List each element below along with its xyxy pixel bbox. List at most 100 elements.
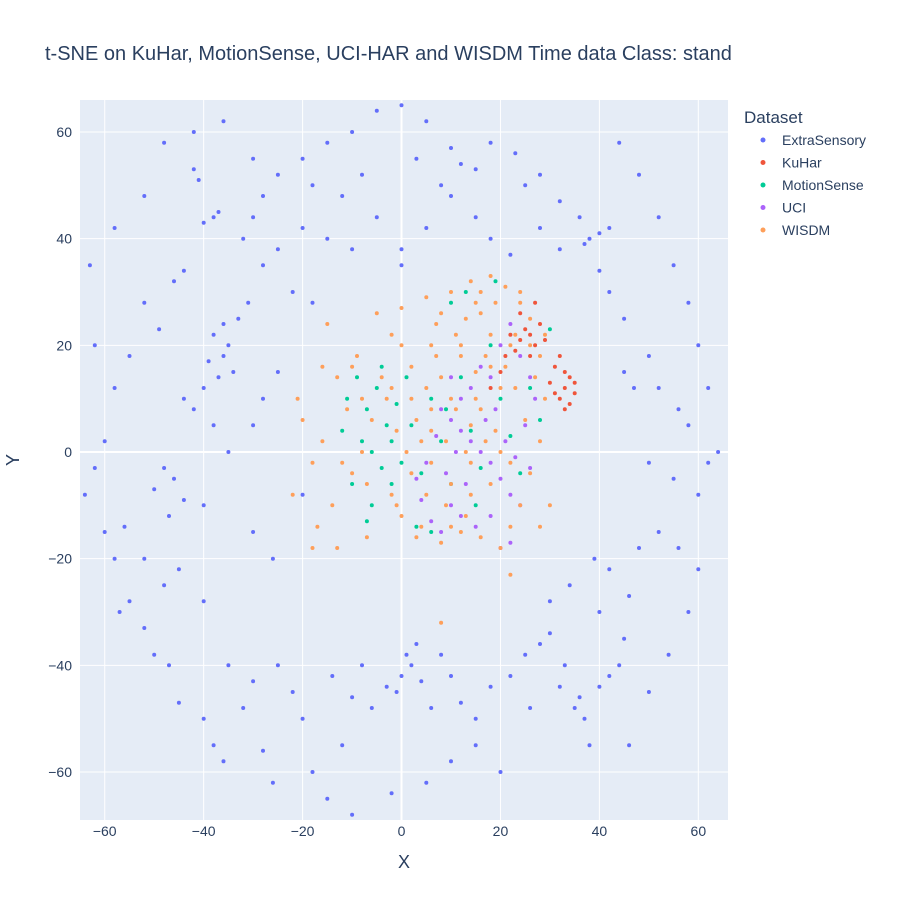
point-extrasensory [216, 210, 221, 214]
point-extrasensory [211, 743, 216, 748]
point-wisdm [478, 407, 483, 412]
point-motionsense [488, 343, 493, 348]
point-extrasensory [577, 695, 582, 700]
point-extrasensory [686, 610, 691, 614]
point-extrasensory [656, 386, 661, 390]
point-extrasensory [360, 172, 364, 177]
point-motionsense [350, 482, 355, 486]
point-extrasensory [414, 642, 419, 646]
point-wisdm [350, 364, 355, 369]
point-uci [458, 428, 463, 433]
point-extrasensory [92, 466, 97, 470]
point-wisdm [424, 492, 429, 497]
point-wisdm [528, 343, 533, 348]
point-wisdm [458, 343, 463, 348]
point-motionsense [493, 279, 498, 284]
point-wisdm [414, 418, 419, 422]
chart-title: t-SNE on KuHar, MotionSense, UCI-HAR and… [45, 43, 732, 65]
point-motionsense [463, 290, 468, 294]
point-uci [449, 418, 453, 422]
point-extrasensory [538, 642, 542, 646]
point-extrasensory [716, 450, 721, 454]
point-wisdm [439, 311, 444, 316]
point-extrasensory [488, 236, 493, 241]
point-extrasensory [458, 162, 463, 166]
point-wisdm [394, 428, 399, 433]
point-wisdm [434, 322, 439, 326]
point-extrasensory [587, 743, 592, 748]
point-kuhar [543, 338, 547, 342]
point-extrasensory [251, 215, 256, 220]
point-wisdm [300, 418, 305, 422]
point-motionsense [429, 396, 434, 401]
point-kuhar [518, 311, 523, 316]
point-extrasensory [424, 780, 429, 785]
point-wisdm [503, 284, 508, 289]
point-uci [458, 396, 463, 401]
point-wisdm [483, 439, 488, 444]
point-extrasensory [557, 684, 562, 689]
point-extrasensory [513, 151, 518, 156]
point-extrasensory [374, 215, 379, 220]
point-extrasensory [562, 663, 567, 668]
point-kuhar [567, 402, 572, 406]
y-tick-label: 0 [64, 444, 72, 460]
point-extrasensory [325, 236, 330, 241]
point-kuhar [528, 354, 533, 358]
x-tick-label: 40 [592, 823, 608, 839]
point-wisdm [543, 332, 547, 337]
x-axis-title: X [398, 852, 410, 872]
point-wisdm [350, 471, 355, 476]
point-extrasensory [206, 359, 211, 364]
point-extrasensory [389, 791, 394, 796]
point-wisdm [518, 290, 523, 294]
point-extrasensory [523, 652, 528, 657]
point-extrasensory [488, 140, 493, 145]
point-extrasensory [622, 370, 627, 374]
point-extrasensory [384, 684, 389, 689]
point-wisdm [498, 450, 503, 454]
point-wisdm [473, 370, 478, 374]
point-wisdm [453, 407, 458, 412]
point-extrasensory [439, 652, 444, 657]
legend-label-motionsense: MotionSense [782, 177, 864, 193]
x-tick-label: −60 [93, 823, 117, 839]
point-wisdm [335, 375, 340, 380]
point-extrasensory [696, 567, 701, 572]
point-motionsense [384, 423, 389, 428]
point-extrasensory [87, 263, 92, 268]
point-extrasensory [676, 407, 681, 412]
point-extrasensory [340, 194, 345, 198]
point-motionsense [439, 439, 444, 444]
point-wisdm [315, 524, 320, 529]
point-wisdm [414, 535, 419, 540]
point-extrasensory [572, 706, 577, 710]
point-extrasensory [142, 194, 147, 198]
point-extrasensory [424, 226, 429, 230]
point-extrasensory [201, 716, 206, 721]
point-uci [528, 375, 533, 380]
point-extrasensory [275, 247, 280, 252]
point-wisdm [384, 396, 389, 401]
point-wisdm [468, 279, 473, 284]
point-extrasensory [528, 706, 533, 710]
point-uci [419, 498, 424, 502]
legend-marker-uci [760, 205, 766, 210]
point-kuhar [547, 380, 552, 385]
point-uci [434, 434, 439, 438]
point-wisdm [449, 290, 453, 294]
point-kuhar [508, 332, 513, 337]
point-extrasensory [671, 476, 676, 481]
point-uci [498, 343, 503, 348]
point-extrasensory [409, 663, 414, 668]
point-extrasensory [117, 610, 122, 614]
point-extrasensory [221, 322, 226, 326]
point-extrasensory [310, 300, 315, 305]
point-wisdm [295, 396, 300, 401]
point-extrasensory [360, 663, 364, 668]
point-extrasensory [201, 220, 206, 225]
point-wisdm [538, 439, 542, 444]
point-extrasensory [241, 236, 246, 241]
point-extrasensory [310, 770, 315, 774]
point-extrasensory [211, 215, 216, 220]
